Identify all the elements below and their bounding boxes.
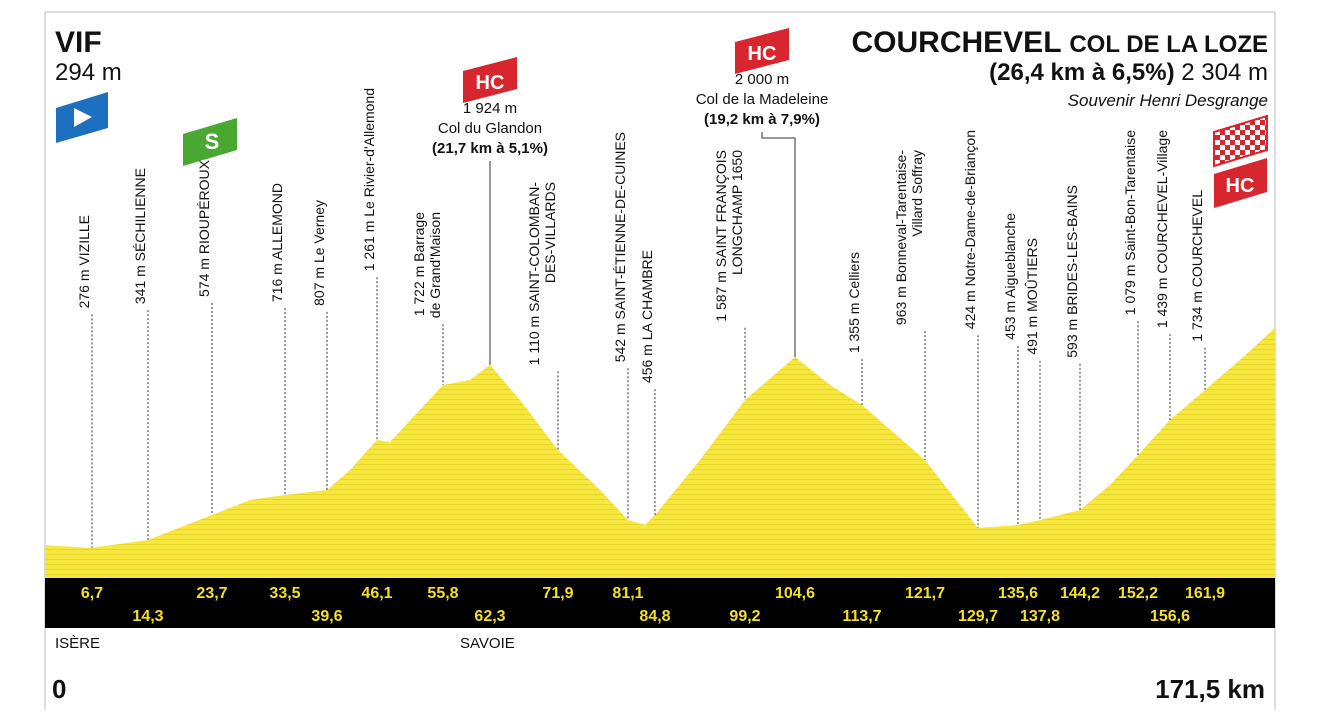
waypoint-label: 424 m Notre-Dame-de-Briançon bbox=[962, 130, 978, 329]
finish-altitude: 2 304 m bbox=[1181, 59, 1268, 86]
waypoint-label: 1 587 m SAINT FRANÇOIS bbox=[713, 150, 729, 322]
km-label: 144,2 bbox=[1060, 585, 1100, 602]
climb-category: HC bbox=[748, 43, 777, 65]
region-label: ISÈRE bbox=[55, 635, 100, 652]
km-label: 71,9 bbox=[542, 585, 573, 602]
km-label: 23,7 bbox=[196, 585, 227, 602]
waypoint-label: 1 079 m Saint-Bon-Tarentaise bbox=[1122, 130, 1138, 315]
waypoint-label: 456 m LA CHAMBRE bbox=[639, 250, 655, 383]
waypoint-label: 1 734 m COURCHEVEL bbox=[1189, 190, 1205, 342]
km-label: 135,6 bbox=[998, 585, 1038, 602]
sprint-icon: S bbox=[183, 118, 237, 166]
km-label: 121,7 bbox=[905, 585, 945, 602]
climb-altitude: 1 924 m bbox=[463, 100, 517, 117]
hc-badge bbox=[735, 28, 789, 74]
km-label: 81,1 bbox=[612, 585, 643, 602]
km-label: 152,2 bbox=[1118, 585, 1158, 602]
climb-altitude: 2 000 m bbox=[735, 71, 789, 88]
waypoint-label: 1 261 m Le Rivier-d'Allemond bbox=[361, 88, 377, 271]
km-label: 137,8 bbox=[1020, 608, 1060, 625]
waypoint-label: 491 m MOÛTIERS bbox=[1024, 238, 1040, 355]
climb-stats: (19,2 km à 7,9%) bbox=[704, 111, 820, 128]
km-label: 39,6 bbox=[311, 608, 342, 625]
finish-subtitle: COL DE LA LOZE bbox=[1069, 31, 1268, 58]
waypoint-label: 453 m Aigueblanche bbox=[1002, 213, 1018, 340]
waypoint-label: 1 110 m SAINT-COLOMBAN- bbox=[526, 182, 542, 366]
km-label: 113,7 bbox=[842, 608, 881, 625]
start-name: VIF bbox=[55, 26, 102, 59]
waypoint-label: 593 m BRIDES-LES-BAINS bbox=[1064, 185, 1080, 358]
waypoint-label: 1 722 m Barrage bbox=[411, 212, 427, 316]
waypoint-label: 1 439 m COURCHEVEL-Village bbox=[1154, 130, 1170, 328]
km-label: 104,6 bbox=[775, 585, 815, 602]
distance-band bbox=[45, 578, 1275, 628]
waypoint-label: de Grand'Maison bbox=[427, 212, 443, 318]
finish-climb: (26,4 km à 6,5%) bbox=[989, 59, 1174, 86]
climb-category: HC bbox=[476, 72, 505, 94]
km-label: 14,3 bbox=[132, 608, 163, 625]
waypoint-label: LONGCHAMP 1650 bbox=[729, 150, 745, 275]
waypoint-label: 574 m RIOUPÉROUX bbox=[196, 159, 212, 297]
finish-name: COURCHEVEL bbox=[852, 26, 1062, 59]
region-label: SAVOIE bbox=[460, 635, 515, 652]
km-label: 62,3 bbox=[474, 608, 505, 625]
climb-stats: (21,7 km à 5,1%) bbox=[432, 140, 548, 157]
finish-category: HC bbox=[1226, 175, 1255, 197]
distance-start: 0 bbox=[52, 674, 66, 704]
hc-badge bbox=[463, 57, 517, 103]
waypoint-label: 276 m VIZILLE bbox=[76, 215, 92, 308]
souvenir: Souvenir Henri Desgrange bbox=[1068, 91, 1268, 110]
km-label: 156,6 bbox=[1150, 608, 1190, 625]
waypoint-label: 716 m ALLEMOND bbox=[269, 183, 285, 302]
sprint-badge: S bbox=[205, 129, 220, 154]
km-label: 55,8 bbox=[427, 585, 458, 602]
waypoint-label: 341 m SÉCHILIENNE bbox=[132, 168, 148, 304]
climb-name: Col du Glandon bbox=[438, 120, 542, 137]
start-altitude: 294 m bbox=[55, 59, 122, 86]
waypoint-label: 542 m SAINT-ÉTIENNE-DE-CUINES bbox=[612, 132, 628, 362]
waypoint-label: 1 355 m Celliers bbox=[846, 252, 862, 353]
waypoint-label: Villard Soffray bbox=[909, 150, 925, 237]
start-icon bbox=[56, 92, 108, 143]
climb-name: Col de la Madeleine bbox=[696, 91, 829, 108]
climb-line bbox=[761, 132, 796, 357]
finish-line2: (26,4 km à 6,5%) 2 304 m bbox=[989, 59, 1268, 86]
km-label: 161,9 bbox=[1185, 585, 1225, 602]
km-label: 99,2 bbox=[729, 608, 760, 625]
waypoint-label: DES-VILLARDS bbox=[542, 182, 558, 283]
km-label: 46,1 bbox=[361, 585, 392, 602]
waypoint-label: 963 m Bonneval-Tarentaise- bbox=[893, 150, 909, 325]
km-label: 33,5 bbox=[269, 585, 300, 602]
km-label: 129,7 bbox=[958, 608, 998, 625]
finish-title: COURCHEVEL COL DE LA LOZE bbox=[852, 26, 1269, 59]
waypoint-label: 807 m Le Verney bbox=[311, 200, 327, 306]
km-label: 84,8 bbox=[639, 608, 670, 625]
distance-end: 171,5 km bbox=[1155, 674, 1265, 704]
finish-icon: HC bbox=[1213, 114, 1268, 208]
km-label: 6,7 bbox=[81, 585, 103, 602]
elevation-profile bbox=[45, 328, 1275, 578]
